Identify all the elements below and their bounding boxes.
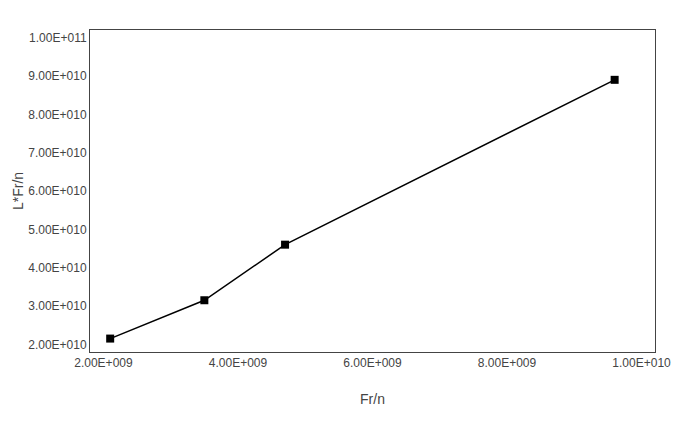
svg-text:4.00E+010: 4.00E+010 xyxy=(28,261,87,275)
svg-text:2.00E+010: 2.00E+010 xyxy=(28,338,87,352)
svg-text:L*Fr/n: L*Fr/n xyxy=(10,172,26,210)
svg-text:2.00E+009: 2.00E+009 xyxy=(74,356,133,370)
svg-text:7.00E+010: 7.00E+010 xyxy=(28,146,87,160)
svg-text:8.00E+009: 8.00E+009 xyxy=(478,356,537,370)
svg-text:5.00E+010: 5.00E+010 xyxy=(28,223,87,237)
svg-text:4.00E+009: 4.00E+009 xyxy=(209,356,268,370)
svg-text:9.00E+010: 9.00E+010 xyxy=(28,69,87,83)
svg-text:1.00E+010: 1.00E+010 xyxy=(612,356,671,370)
svg-text:1.00E+011: 1.00E+011 xyxy=(29,31,87,45)
svg-text:6.00E+009: 6.00E+009 xyxy=(343,356,402,370)
svg-text:8.00E+010: 8.00E+010 xyxy=(28,108,87,122)
svg-text:6.00E+010: 6.00E+010 xyxy=(28,184,87,198)
svg-text:3.00E+010: 3.00E+010 xyxy=(28,299,87,313)
svg-text:Fr/n: Fr/n xyxy=(360,391,385,407)
